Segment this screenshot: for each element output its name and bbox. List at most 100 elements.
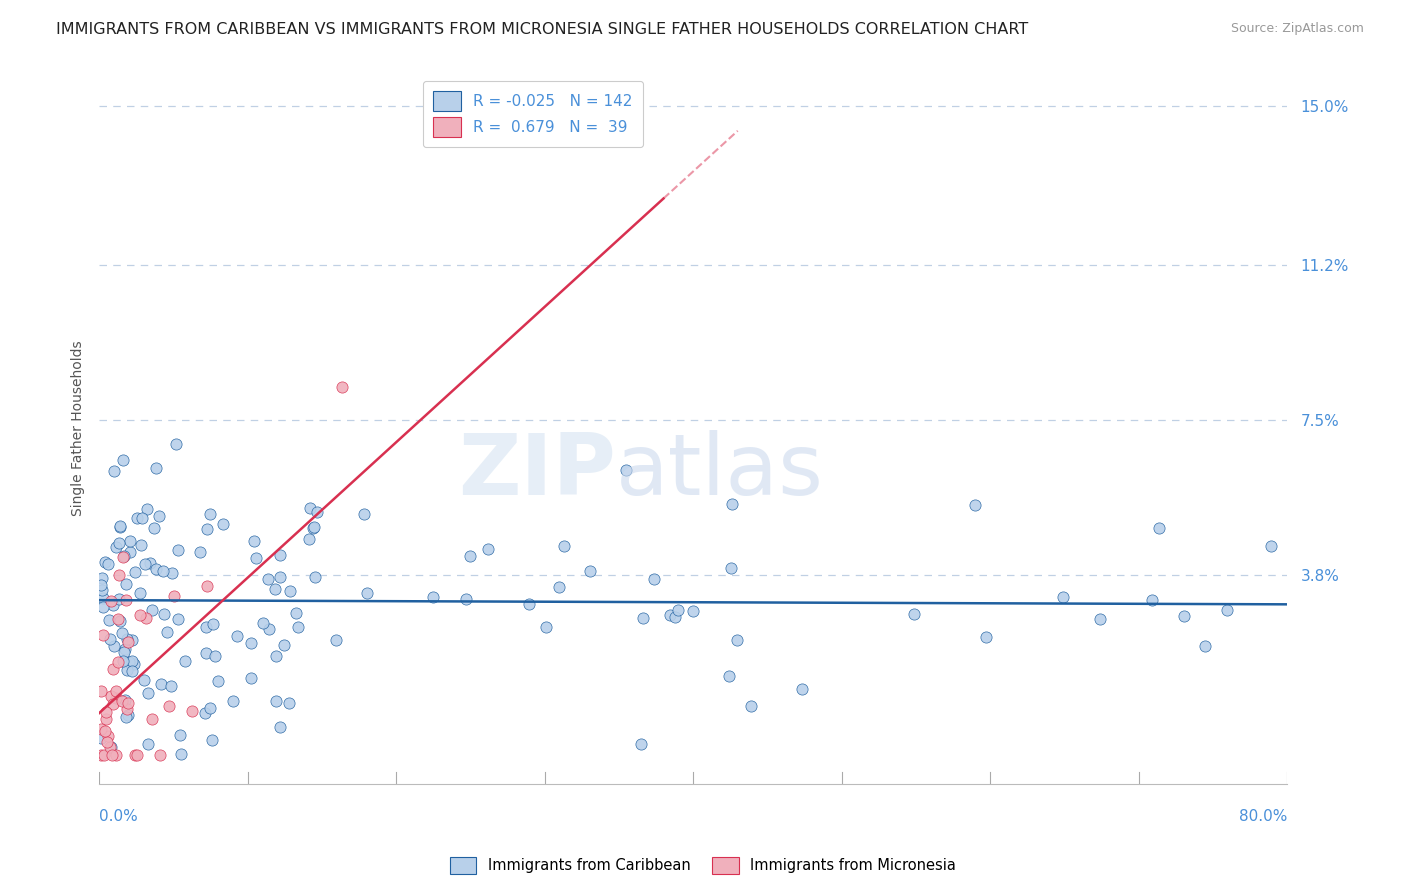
Point bbox=[139, 556, 162, 570]
Point bbox=[111, 654, 134, 668]
Point bbox=[120, 545, 142, 559]
Point bbox=[145, 562, 167, 576]
Point bbox=[105, 747, 128, 762]
Point bbox=[96, 735, 118, 749]
Point bbox=[100, 739, 122, 754]
Point bbox=[287, 620, 309, 634]
Legend: R = -0.025   N = 142, R =  0.679   N =  39: R = -0.025 N = 142, R = 0.679 N = 39 bbox=[423, 80, 643, 147]
Point bbox=[132, 673, 155, 688]
Point bbox=[141, 712, 163, 726]
Point bbox=[90, 578, 112, 592]
Point bbox=[458, 549, 481, 563]
Point bbox=[157, 698, 180, 713]
Point bbox=[273, 638, 295, 652]
Point bbox=[101, 747, 124, 762]
Point bbox=[111, 452, 134, 467]
Point bbox=[98, 632, 121, 646]
Point bbox=[90, 731, 112, 745]
Point bbox=[108, 614, 131, 628]
Point bbox=[201, 616, 224, 631]
Point bbox=[121, 654, 143, 668]
Point bbox=[226, 629, 249, 643]
Point bbox=[1088, 612, 1111, 626]
Point bbox=[91, 582, 114, 597]
Point bbox=[579, 564, 602, 578]
Point bbox=[94, 724, 117, 739]
Point bbox=[631, 611, 654, 625]
Point bbox=[239, 636, 262, 650]
Text: ZIP: ZIP bbox=[458, 430, 616, 513]
Point bbox=[720, 561, 742, 575]
Point bbox=[167, 542, 190, 557]
Point bbox=[356, 586, 378, 600]
Point bbox=[96, 712, 118, 726]
Point bbox=[155, 625, 177, 640]
Point bbox=[135, 502, 157, 516]
Point bbox=[630, 737, 652, 751]
Point bbox=[100, 689, 122, 703]
Point bbox=[153, 607, 176, 622]
Point bbox=[103, 639, 125, 653]
Point bbox=[740, 699, 762, 714]
Point bbox=[299, 501, 322, 516]
Point bbox=[90, 684, 112, 698]
Point bbox=[91, 571, 114, 585]
Point bbox=[536, 620, 558, 634]
Point bbox=[93, 599, 115, 614]
Point bbox=[976, 630, 998, 644]
Point bbox=[548, 580, 571, 594]
Point bbox=[1194, 639, 1216, 653]
Point bbox=[517, 597, 540, 611]
Point bbox=[1147, 521, 1170, 535]
Point bbox=[266, 648, 288, 663]
Point bbox=[97, 557, 120, 571]
Point bbox=[194, 706, 217, 720]
Point bbox=[104, 684, 127, 698]
Point bbox=[280, 584, 302, 599]
Point bbox=[643, 572, 665, 586]
Point bbox=[1260, 540, 1282, 554]
Point bbox=[121, 664, 143, 678]
Point bbox=[115, 632, 138, 646]
Point bbox=[114, 641, 136, 656]
Point bbox=[98, 740, 121, 755]
Point bbox=[114, 593, 136, 607]
Point bbox=[422, 591, 444, 605]
Point bbox=[93, 747, 115, 762]
Point bbox=[118, 533, 141, 548]
Point bbox=[269, 720, 291, 734]
Point bbox=[201, 732, 224, 747]
Point bbox=[145, 461, 167, 475]
Point bbox=[725, 632, 748, 647]
Point bbox=[149, 747, 172, 762]
Point bbox=[94, 705, 117, 719]
Point bbox=[124, 565, 146, 579]
Point bbox=[111, 550, 134, 565]
Point bbox=[718, 669, 741, 683]
Point bbox=[257, 573, 280, 587]
Y-axis label: Single Father Households: Single Father Households bbox=[72, 341, 86, 516]
Point bbox=[115, 701, 138, 715]
Point bbox=[1052, 590, 1074, 604]
Point bbox=[305, 505, 328, 519]
Point bbox=[165, 437, 187, 451]
Point bbox=[200, 507, 222, 521]
Point bbox=[298, 532, 321, 546]
Point bbox=[110, 520, 132, 534]
Point bbox=[301, 521, 323, 535]
Point bbox=[117, 708, 139, 723]
Point bbox=[94, 555, 117, 569]
Point bbox=[117, 697, 139, 711]
Point bbox=[160, 566, 183, 580]
Point bbox=[107, 612, 129, 626]
Text: Source: ZipAtlas.com: Source: ZipAtlas.com bbox=[1230, 22, 1364, 36]
Point bbox=[325, 632, 347, 647]
Point bbox=[243, 533, 266, 548]
Point bbox=[128, 607, 150, 622]
Point bbox=[792, 682, 814, 697]
Point bbox=[195, 647, 218, 661]
Point bbox=[963, 498, 986, 512]
Point bbox=[111, 694, 134, 708]
Point bbox=[257, 623, 280, 637]
Point bbox=[456, 591, 478, 606]
